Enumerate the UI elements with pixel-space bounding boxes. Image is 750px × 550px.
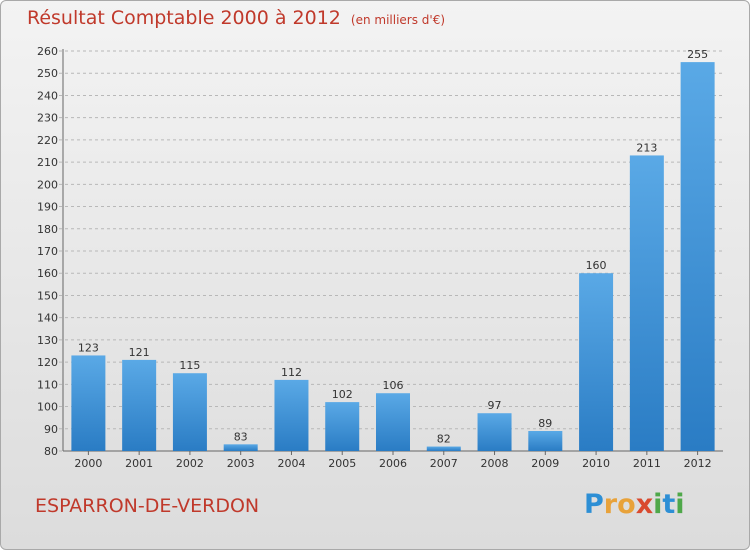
y-tick-label: 230 — [37, 112, 58, 125]
x-tick-labels: 2000 2001 2002 2003 2004 2005 2006 2007 2008 2009… — [74, 451, 712, 470]
y-tick-label: 220 — [37, 134, 58, 147]
bar-value-label: 102 — [332, 388, 353, 401]
x-tick-label: 2008 — [481, 457, 509, 470]
bar-value-label: 89 — [538, 417, 552, 430]
y-tick-label: 190 — [37, 201, 58, 214]
bar — [528, 431, 563, 451]
bar-value-label: 160 — [586, 259, 607, 272]
y-tick-label: 240 — [37, 89, 58, 102]
title-unit: (en milliers d'€) — [350, 13, 446, 27]
y-tick-label: 130 — [37, 334, 58, 347]
bar — [579, 273, 614, 451]
bar-value-label: 82 — [437, 433, 451, 446]
bar — [172, 373, 207, 451]
x-tick-label: 2012 — [684, 457, 712, 470]
chart-title: Résultat Comptable 2000 à 2012 (en millie… — [27, 7, 445, 29]
y-tick-label: 120 — [37, 356, 58, 369]
bar — [629, 155, 664, 451]
bar-value-label: 112 — [281, 366, 302, 379]
x-tick-label: 2001 — [125, 457, 153, 470]
bars — [71, 62, 715, 451]
y-tick-label: 250 — [37, 67, 58, 80]
value-labels: 123 121 115 83 112 102 106 82 97 89 160 213 255 — [78, 48, 708, 445]
y-tick-label: 100 — [37, 401, 58, 414]
bar — [477, 413, 512, 451]
y-tick-label: 80 — [44, 445, 58, 458]
x-tick-label: 2004 — [277, 457, 305, 470]
y-tick-label: 200 — [37, 178, 58, 191]
bar-value-label: 213 — [636, 141, 657, 154]
y-tick-labels: 80 90 100 110 120 130 140 150 160 170 180 190 200 210… — [37, 45, 58, 458]
x-tick-label: 2003 — [227, 457, 255, 470]
x-tick-label: 2005 — [328, 457, 356, 470]
bar-value-label: 115 — [179, 359, 200, 372]
bar-value-label: 121 — [129, 346, 150, 359]
proxiti-logo: Proxiti — [584, 489, 685, 520]
y-tick-label: 180 — [37, 223, 58, 236]
bar — [325, 402, 360, 451]
logo-letter: x — [635, 489, 654, 520]
bar-value-label: 97 — [488, 399, 502, 412]
bar — [274, 379, 309, 451]
x-tick-label: 2010 — [582, 457, 610, 470]
y-tick-label: 110 — [37, 378, 58, 391]
bar — [376, 393, 410, 451]
x-tick-label: 2007 — [430, 457, 458, 470]
logo-letter: o — [617, 489, 636, 520]
y-tick-label: 210 — [37, 156, 58, 169]
title-main: Résultat Comptable 2000 à 2012 — [27, 7, 341, 29]
x-tick-label: 2009 — [531, 457, 559, 470]
bar-value-label: 255 — [687, 48, 708, 61]
logo-letter: P — [584, 489, 604, 520]
y-tick-label: 150 — [37, 289, 58, 302]
bar — [223, 444, 258, 451]
y-tick-label: 260 — [37, 45, 58, 58]
bar — [122, 359, 157, 451]
bar-value-label: 123 — [78, 341, 99, 354]
x-tick-label: 2000 — [74, 457, 102, 470]
y-tick-label: 140 — [37, 312, 58, 325]
x-tick-label: 2006 — [379, 457, 407, 470]
x-tick-label: 2002 — [176, 457, 204, 470]
y-tick-label: 170 — [37, 245, 58, 258]
y-tick-label: 90 — [44, 423, 58, 436]
logo-letter: t — [662, 489, 676, 520]
location-name: ESPARRON-DE-VERDON — [35, 495, 260, 517]
bar-value-label: 83 — [234, 430, 248, 443]
bar-value-label: 106 — [383, 379, 404, 392]
bar — [71, 355, 106, 451]
bar — [426, 446, 461, 451]
y-tick-label: 160 — [37, 267, 58, 280]
bar — [680, 62, 715, 451]
x-tick-label: 2011 — [633, 457, 661, 470]
logo-letter: i — [653, 489, 663, 520]
logo-letter: r — [603, 489, 618, 520]
logo-letter: i — [675, 489, 685, 520]
